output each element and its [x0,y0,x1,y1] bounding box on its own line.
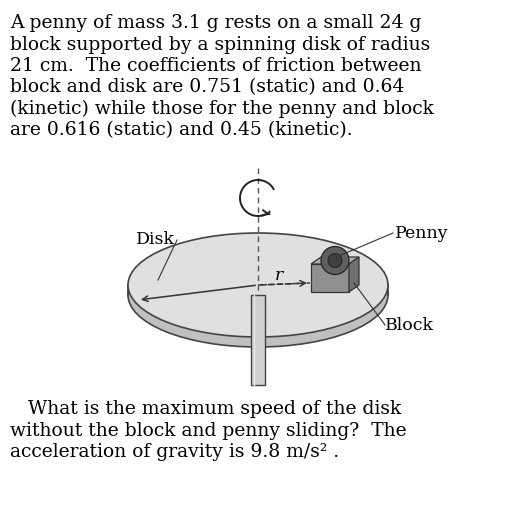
Text: 21 cm.  The coefficients of friction between: 21 cm. The coefficients of friction betw… [10,57,422,75]
Text: Penny: Penny [395,225,448,242]
Text: acceleration of gravity is 9.8 m/s² .: acceleration of gravity is 9.8 m/s² . [10,443,339,461]
Text: block supported by a spinning disk of radius: block supported by a spinning disk of ra… [10,35,430,53]
Text: are 0.616 (static) and 0.45 (kinetic).: are 0.616 (static) and 0.45 (kinetic). [10,121,352,139]
Text: Block: Block [385,317,434,334]
Text: without the block and penny sliding?  The: without the block and penny sliding? The [10,421,407,439]
Ellipse shape [128,243,388,347]
Text: block and disk are 0.751 (static) and 0.64: block and disk are 0.751 (static) and 0.… [10,79,405,97]
Polygon shape [311,257,359,264]
Text: (kinetic) while those for the penny and block: (kinetic) while those for the penny and … [10,100,434,118]
Text: Disk: Disk [136,231,175,248]
Ellipse shape [128,233,388,337]
Circle shape [321,247,349,274]
Text: A penny of mass 3.1 g rests on a small 24 g: A penny of mass 3.1 g rests on a small 2… [10,14,422,32]
Bar [251,295,265,385]
Bar [311,264,349,292]
Circle shape [328,253,342,267]
Polygon shape [128,285,388,295]
Text: r: r [275,267,283,285]
Polygon shape [349,257,359,292]
Text: What is the maximum speed of the disk: What is the maximum speed of the disk [10,400,401,418]
